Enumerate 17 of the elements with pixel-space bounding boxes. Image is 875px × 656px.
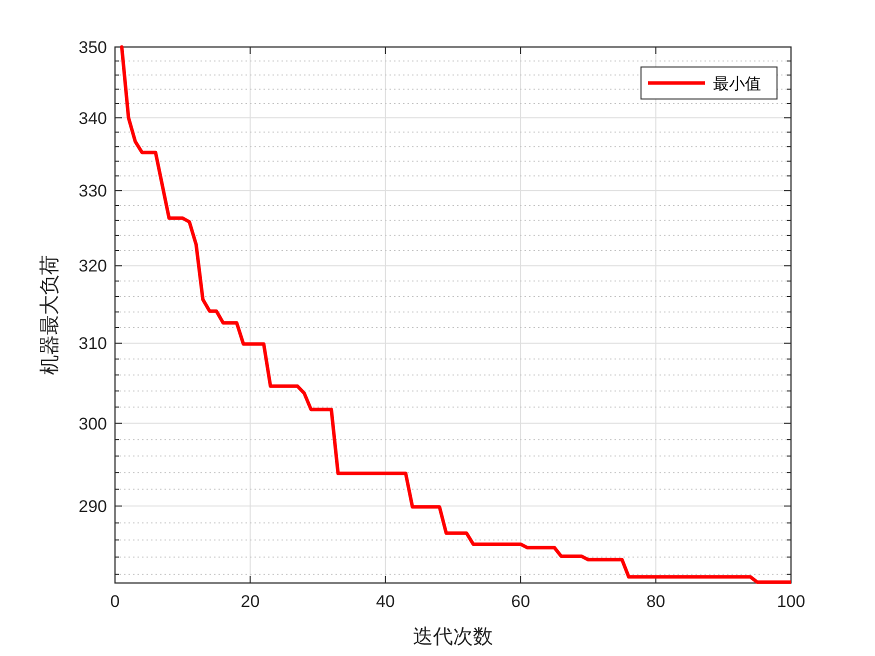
y-tick-label: 330	[78, 182, 107, 201]
y-tick-label: 310	[78, 334, 107, 354]
x-tick-label: 20	[240, 592, 260, 611]
x-tick-label: 100	[776, 592, 806, 611]
y-axis-title: 机器最大负荷	[39, 255, 61, 375]
x-tick-label: 60	[511, 592, 530, 611]
y-tick-label: 340	[78, 108, 107, 128]
y-tick-label: 320	[78, 256, 107, 276]
y-tick-label: 290	[78, 497, 107, 516]
x-axis-title: 迭代次数	[413, 626, 493, 648]
line-series	[120, 45, 791, 584]
x-tick-label: 0	[110, 592, 120, 611]
legend-label: 最小值	[713, 75, 761, 93]
y-tick-label: 350	[78, 38, 107, 57]
x-tick-label: 40	[376, 592, 395, 611]
y-tick-label: 300	[78, 414, 107, 434]
x-tick-label: 80	[646, 592, 666, 611]
